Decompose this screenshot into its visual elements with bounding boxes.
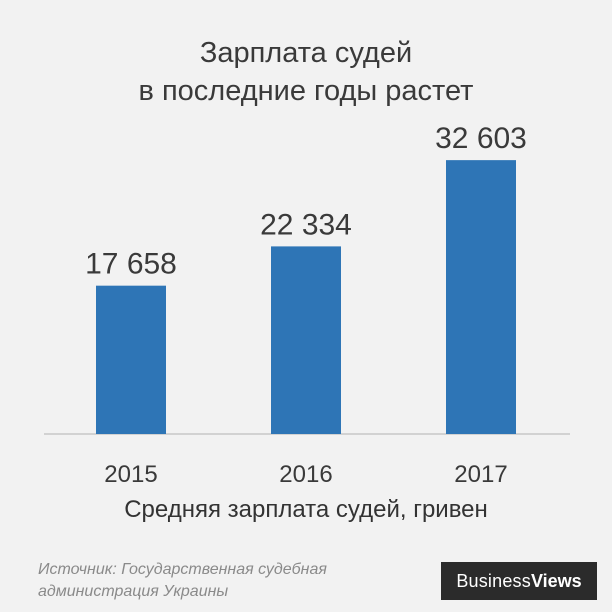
x-tick-2017: 2017: [454, 461, 507, 488]
source-line2: администрация Украины: [38, 583, 229, 600]
source-note: Источник: Государственная судебная админ…: [38, 559, 398, 603]
chart-title-line1: Зарплата судей: [199, 37, 413, 69]
data-label-2017: 32 603: [435, 122, 527, 155]
brand-logo: Business Views: [441, 562, 597, 600]
bar-2017: [446, 160, 516, 434]
x-tick-2015: 2015: [104, 461, 157, 488]
brand-part2: Views: [530, 570, 582, 591]
data-label-2016: 22 334: [260, 208, 352, 241]
data-label-2015: 17 658: [85, 248, 177, 281]
source-line1: Источник: Государственная судебная: [38, 561, 327, 578]
bar-2016: [271, 246, 341, 434]
chart-title-line2: в последние годы растет: [138, 75, 474, 107]
x-tick-2016: 2016: [279, 461, 332, 488]
x-axis-label: Средняя зарплата судей, гривен: [124, 496, 488, 523]
brand-part1: Business: [456, 570, 531, 591]
bar-2015: [96, 285, 166, 434]
chart-title: Зарплата судей в последние годы растет: [0, 34, 612, 110]
